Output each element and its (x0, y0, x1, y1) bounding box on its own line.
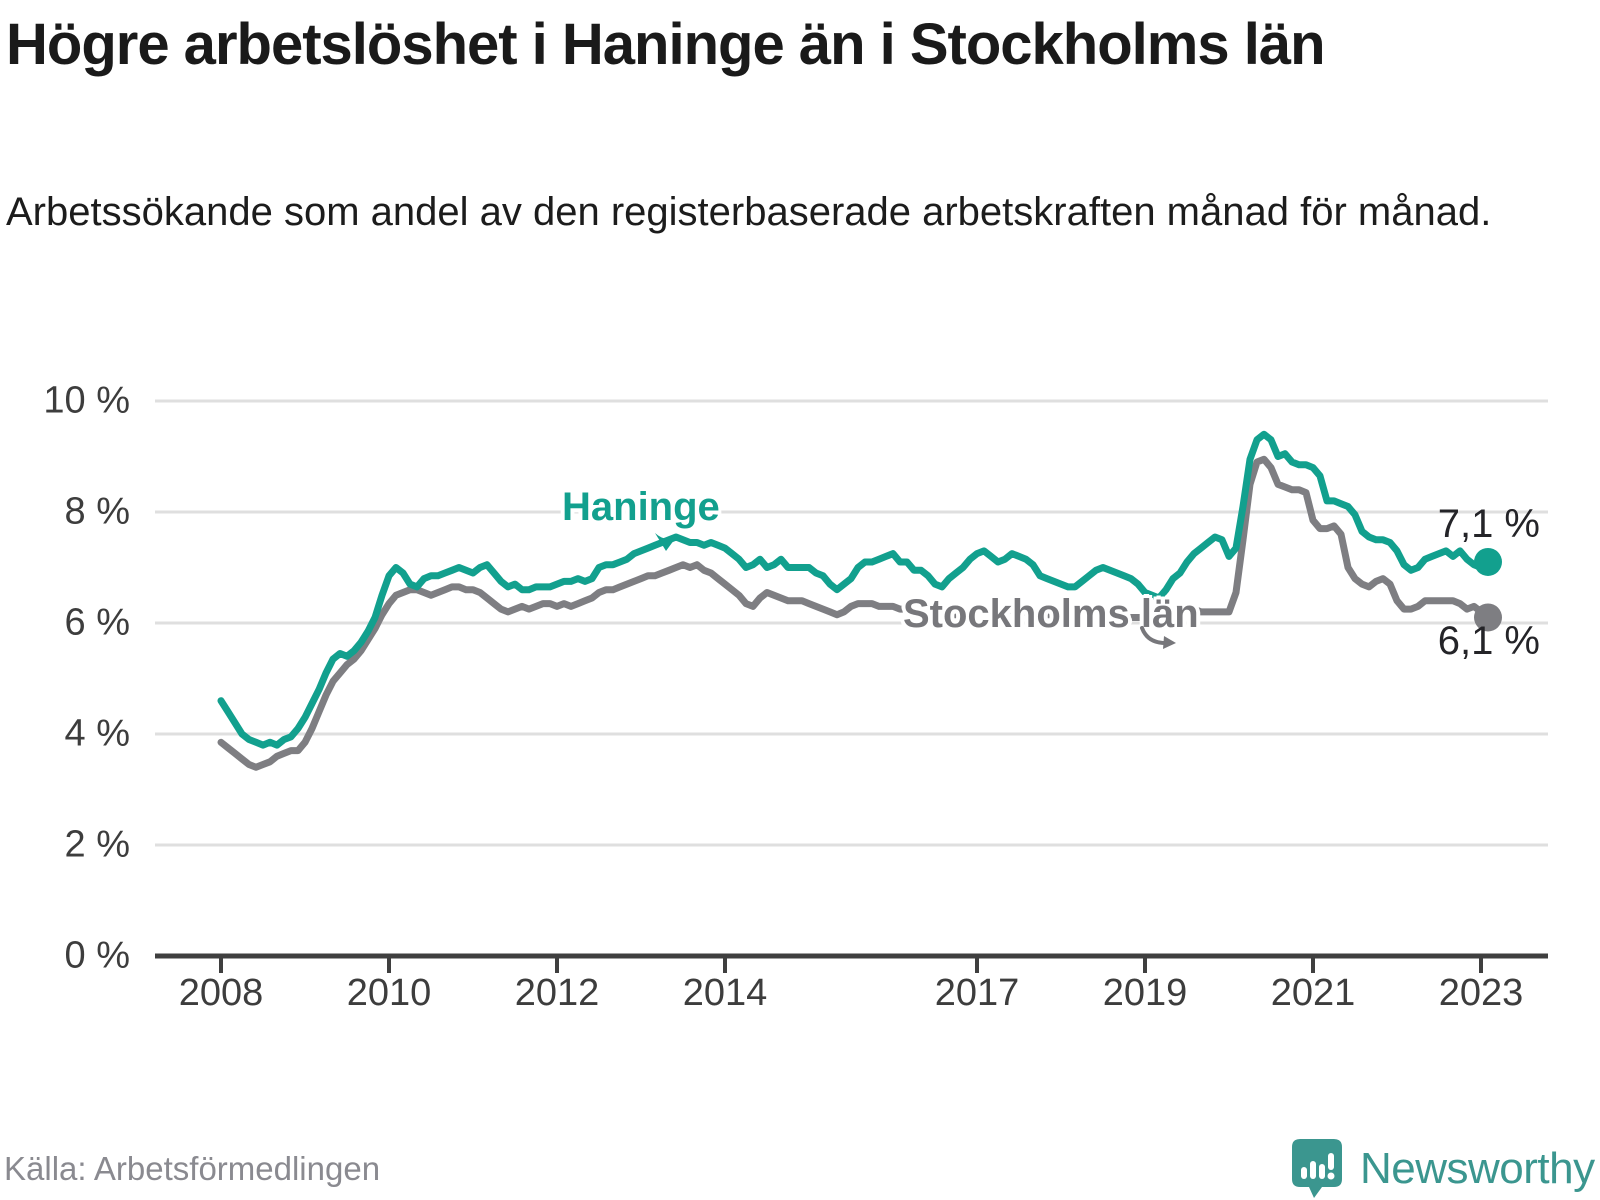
stockholm-pointer-arrow-icon (1140, 626, 1176, 649)
x-tick-label: 2014 (682, 972, 768, 1014)
newsworthy-logo-icon (1292, 1139, 1342, 1198)
source-caption: Källa: Arbetsförmedlingen (4, 1150, 381, 1187)
end-value-haninge: 7,1 % (1437, 502, 1540, 546)
newsworthy-logo: Newsworthy (1292, 1139, 1595, 1199)
x-tick-label: 2023 (1438, 972, 1524, 1014)
end-value-stockholm: 6,1 % (1437, 619, 1540, 663)
y-tick-label: 4 % (64, 712, 130, 755)
y-tick-label: 0 % (64, 934, 130, 977)
y-tick-label: 8 % (64, 490, 130, 533)
haninge-pointer-arrow-icon (655, 533, 677, 551)
x-tick-label: 2019 (1102, 972, 1188, 1014)
x-tick-label: 2010 (346, 972, 432, 1014)
series-label-stockholm: Stockholms län (903, 592, 1199, 636)
x-tick-label: 2021 (1270, 972, 1356, 1014)
page-title: Högre arbetslöshet i Haninge än i Stockh… (6, 12, 1326, 77)
y-tick-label: 2 % (64, 823, 130, 866)
newsworthy-logo-text: Newsworthy (1360, 1144, 1595, 1193)
y-tick-label: 10 % (43, 379, 130, 422)
chart-subtitle: Arbetssökande som andel av den registerb… (6, 190, 1492, 234)
x-tick-label: 2012 (514, 972, 600, 1014)
y-tick-label: 6 % (64, 601, 130, 644)
series-label-haninge: Haninge (562, 485, 720, 529)
x-tick-label: 2008 (178, 972, 264, 1014)
x-tick-label: 2017 (934, 972, 1020, 1014)
